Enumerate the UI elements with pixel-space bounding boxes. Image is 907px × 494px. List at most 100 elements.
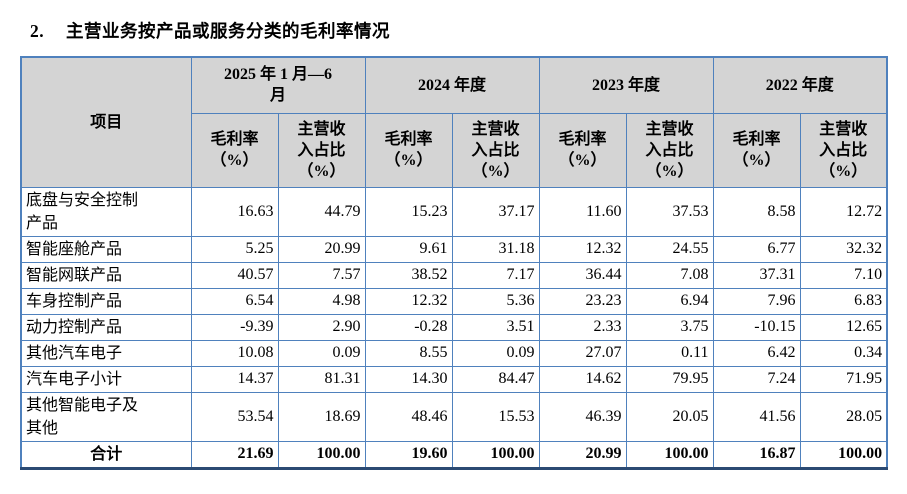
cell-value: 84.47 [451,365,540,393]
cell-value: 79.95 [625,365,714,393]
cell-value: 3.75 [625,313,714,341]
cell-value: 15.53 [451,391,540,442]
cell-value: 2.90 [277,313,366,341]
cell-value: 100.00 [277,440,366,469]
col-header-gross-margin: 毛利率 （%） [538,112,627,188]
cell-value: 37.53 [625,186,714,237]
cell-value: 12.32 [364,287,453,315]
period-header-0: 2025 年 1 月—6 月 [190,56,366,114]
row-label: 底盘与安全控制 产品 [20,186,192,237]
table-row: 其他汽车电子 10.08 0.09 8.55 0.09 27.07 0.11 6.42 0.34 [20,339,888,367]
cell-value: 48.46 [364,391,453,442]
cell-value: -0.28 [364,313,453,341]
cell-value: 81.31 [277,365,366,393]
total-row: 合计 21.69 100.00 19.60 100.00 20.99 100.00 16.87… [20,440,888,469]
section-number: 2. [30,21,45,41]
cell-value: 100.00 [625,440,714,469]
cell-value: 14.30 [364,365,453,393]
cell-value: 9.61 [364,235,453,263]
period-header-row: 项目 2025 年 1 月—6 月 2024 年度 2023 年度 2022 年度 [20,56,888,188]
cell-value: 6.83 [799,287,888,315]
period-header-2: 2023 年度 [538,56,714,114]
cell-value: 12.72 [799,186,888,237]
gross-margin-table: 项目 2025 年 1 月—6 月 2024 年度 2023 年度 2022 年度 毛… [20,56,889,470]
cell-value: 8.55 [364,339,453,367]
cell-value: 16.87 [712,440,801,469]
col-header-revenue-share: 主营收 入占比 （%） [799,112,888,188]
cell-value: 37.17 [451,186,540,237]
cell-value: 15.23 [364,186,453,237]
col-header-revenue-share: 主营收 入占比 （%） [277,112,366,188]
table-row: 车身控制产品 6.54 4.98 12.32 5.36 23.23 6.94 7.96 6.83 [20,287,888,315]
table-row: 汽车电子小计 14.37 81.31 14.30 84.47 14.62 79.95 7.24… [20,365,888,393]
cell-value: 7.10 [799,261,888,289]
table-row: 智能网联产品 40.57 7.57 38.52 7.17 36.44 7.08 37.31 7.… [20,261,888,289]
cell-value: 7.08 [625,261,714,289]
corner-header-item: 项目 [20,56,192,188]
cell-value: 6.77 [712,235,801,263]
cell-value: 37.31 [712,261,801,289]
section-title: 2. 主营业务按产品或服务分类的毛利率情况 [30,18,887,43]
cell-value: 21.69 [190,440,279,469]
cell-value: 6.94 [625,287,714,315]
table-row: 底盘与安全控制 产品 16.63 44.79 15.23 37.17 11.60 37.53… [20,186,888,237]
col-header-gross-margin: 毛利率 （%） [712,112,801,188]
cell-value: 18.69 [277,391,366,442]
cell-value: 32.32 [799,235,888,263]
cell-value: 31.18 [451,235,540,263]
cell-value: 7.24 [712,365,801,393]
row-label: 动力控制产品 [20,313,192,341]
cell-value: 20.99 [538,440,627,469]
col-header-revenue-share: 主营收 入占比 （%） [451,112,540,188]
cell-value: 16.63 [190,186,279,237]
cell-value: -10.15 [712,313,801,341]
cell-value: -9.39 [190,313,279,341]
cell-value: 0.09 [451,339,540,367]
row-label: 智能网联产品 [20,261,192,289]
cell-value: 7.17 [451,261,540,289]
cell-value: 4.98 [277,287,366,315]
cell-value: 7.96 [712,287,801,315]
cell-value: 0.34 [799,339,888,367]
cell-value: 46.39 [538,391,627,442]
table-body: 底盘与安全控制 产品 16.63 44.79 15.23 37.17 11.60 37.53… [20,186,888,469]
cell-value: 5.25 [190,235,279,263]
subheader-row: 毛利率 （%） 主营收 入占比 （%） 毛利率 （%） 主营收 入占比 （%） 毛利率 … [21,112,888,188]
row-label: 车身控制产品 [20,287,192,315]
col-header-revenue-share: 主营收 入占比 （%） [625,112,714,188]
cell-value: 44.79 [277,186,366,237]
cell-value: 27.07 [538,339,627,367]
cell-value: 14.62 [538,365,627,393]
cell-value: 6.54 [190,287,279,315]
cell-value: 20.99 [277,235,366,263]
cell-value: 19.60 [364,440,453,469]
cell-value: 38.52 [364,261,453,289]
col-header-gross-margin: 毛利率 （%） [364,112,453,188]
cell-value: 100.00 [451,440,540,469]
cell-value: 5.36 [451,287,540,315]
table-row: 其他智能电子及 其他 53.54 18.69 48.46 15.53 46.39 20.05… [20,391,888,442]
cell-value: 6.42 [712,339,801,367]
period-header-1: 2024 年度 [364,56,540,114]
row-label: 汽车电子小计 [20,365,192,393]
cell-value: 8.58 [712,186,801,237]
cell-value: 40.57 [190,261,279,289]
cell-value: 0.11 [625,339,714,367]
cell-value: 100.00 [799,440,888,469]
cell-value: 7.57 [277,261,366,289]
period-header-3: 2022 年度 [712,56,888,114]
section-title-text: 主营业务按产品或服务分类的毛利率情况 [66,21,390,41]
cell-value: 11.60 [538,186,627,237]
cell-value: 41.56 [712,391,801,442]
cell-value: 12.65 [799,313,888,341]
cell-value: 36.44 [538,261,627,289]
cell-value: 71.95 [799,365,888,393]
col-header-gross-margin: 毛利率 （%） [190,112,279,188]
row-label: 合计 [20,440,192,469]
cell-value: 28.05 [799,391,888,442]
table-row: 智能座舱产品 5.25 20.99 9.61 31.18 12.32 24.55 6.77 32… [20,235,888,263]
cell-value: 2.33 [538,313,627,341]
cell-value: 23.23 [538,287,627,315]
cell-value: 10.08 [190,339,279,367]
